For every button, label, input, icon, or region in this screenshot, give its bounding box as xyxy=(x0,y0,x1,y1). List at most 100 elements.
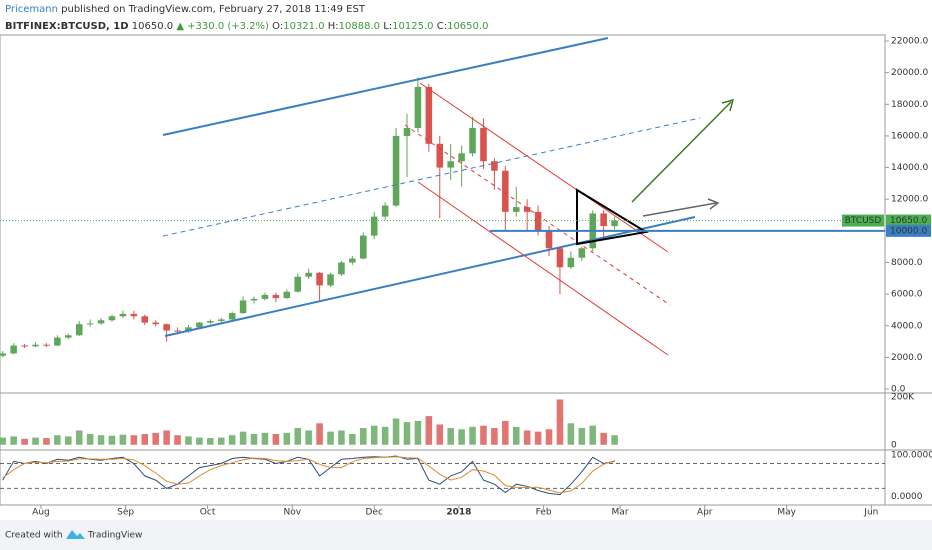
y-tick-label: 16000.0 xyxy=(891,131,928,141)
volume-bar xyxy=(75,430,83,445)
y-tick-label: 14000.0 xyxy=(891,163,928,173)
volume-bar xyxy=(32,437,39,445)
level-badge xyxy=(886,224,931,237)
candle-body xyxy=(545,230,553,249)
candle-body xyxy=(97,320,105,324)
x-tick-label: Mar xyxy=(612,508,629,518)
x-tick-label: Jun xyxy=(863,508,878,518)
candle-body xyxy=(207,321,214,323)
arrow-head xyxy=(707,198,720,210)
volume-bar xyxy=(239,431,247,445)
candle-body xyxy=(381,205,389,217)
candle-body xyxy=(86,323,94,325)
y-tick-label: 12000.0 xyxy=(891,195,928,205)
volume-bar xyxy=(458,429,465,445)
volume-bar xyxy=(130,435,138,445)
candle-body xyxy=(425,86,433,144)
volume-bar xyxy=(294,428,302,445)
candle-body xyxy=(338,262,345,275)
x-tick-label: Feb xyxy=(536,508,552,518)
ohlc-value: 10321.0 xyxy=(283,21,324,32)
candle-body xyxy=(228,313,236,320)
volume-bar xyxy=(86,434,94,445)
volume-bar xyxy=(414,420,422,445)
stoch-tick-label: 100.0000 xyxy=(891,451,932,461)
volume-bar xyxy=(10,436,17,445)
candle-body xyxy=(108,316,116,321)
change: ▲ +330.0 (+3.2%) xyxy=(176,21,269,32)
ohlc-key: C: xyxy=(437,21,447,32)
volume-bar xyxy=(316,423,323,445)
ohlc-key: H: xyxy=(328,21,339,32)
volume-bar xyxy=(305,430,312,445)
volume-bar xyxy=(491,428,498,445)
ohlc-value: 10650.0 xyxy=(447,21,488,32)
footer-brand[interactable]: TradingView xyxy=(87,531,142,541)
y-tick-label: 18000.0 xyxy=(891,100,928,110)
candle-body xyxy=(217,319,225,322)
footer-bar xyxy=(0,520,932,550)
trend-line xyxy=(164,216,696,337)
volume-bar xyxy=(436,424,444,445)
ohlc-key: L: xyxy=(383,21,392,32)
stoch-line xyxy=(2,456,615,494)
volume-bar xyxy=(65,436,72,445)
volume-bar xyxy=(54,435,61,445)
y-tick-label: 22000.0 xyxy=(891,37,928,47)
ohlc-value: 10125.0 xyxy=(392,21,433,32)
candle-body xyxy=(185,327,192,332)
candle-body xyxy=(119,313,127,317)
volume-bar xyxy=(578,428,586,445)
candle-body xyxy=(152,322,159,325)
candle-body xyxy=(556,248,564,268)
volume-tick-label: 200K xyxy=(891,393,915,403)
candle-body xyxy=(436,143,444,168)
volume-bar xyxy=(349,434,356,445)
ohlc-key: O: xyxy=(272,21,283,32)
candle-body xyxy=(349,258,356,263)
volume-bar xyxy=(250,434,258,445)
volume-bar xyxy=(261,432,269,445)
candle-body xyxy=(141,316,149,323)
volume-bar xyxy=(207,438,214,445)
logo xyxy=(66,530,85,539)
candle-body xyxy=(32,344,39,347)
volume-bar xyxy=(425,416,433,445)
volume-bar xyxy=(600,432,607,445)
symbol-label: BTCUSD xyxy=(845,216,882,226)
x-tick-label: Aug xyxy=(32,508,50,518)
volume-bar xyxy=(611,435,618,445)
volume-bar xyxy=(108,435,116,445)
footer-text: Created with xyxy=(5,531,63,541)
volume-bar xyxy=(185,436,192,445)
candle-body xyxy=(370,216,378,236)
header-line-1: Pricemann published on TradingView.com, … xyxy=(5,4,366,15)
candle-body xyxy=(174,330,181,332)
volume-bar xyxy=(272,434,280,445)
published: published on TradingView.com, February 2… xyxy=(61,4,366,15)
volume-bar xyxy=(370,425,378,445)
x-tick-label: Oct xyxy=(200,508,216,518)
candle-body xyxy=(54,337,61,346)
volume-bar xyxy=(163,430,170,445)
y-tick-label: 6000.0 xyxy=(891,290,923,300)
y-tick-label: 20000.0 xyxy=(891,68,928,78)
trend-line xyxy=(162,37,609,136)
volume-bar xyxy=(43,438,50,445)
candle-body xyxy=(316,272,323,286)
trend-line xyxy=(417,181,669,356)
volume-bar xyxy=(480,425,487,445)
x-tick-label: Dec xyxy=(366,508,383,518)
volume-bar xyxy=(589,425,597,445)
candle-body xyxy=(502,170,509,212)
volume-bar xyxy=(567,423,575,445)
candle-body xyxy=(10,345,17,354)
candle-body xyxy=(75,324,83,336)
volume-bar xyxy=(512,426,520,445)
candle-body xyxy=(480,128,487,162)
x-tick-label: Nov xyxy=(283,508,301,518)
candle-body xyxy=(65,335,72,338)
candle-body xyxy=(578,248,586,258)
